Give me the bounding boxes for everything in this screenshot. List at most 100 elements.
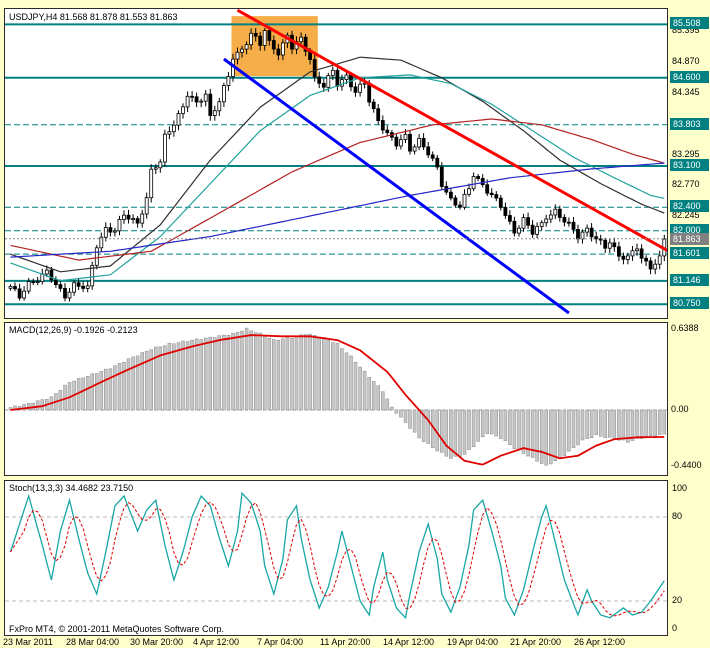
stochastic-indicator-panel[interactable]: Stoch(13,3,3) 34.4682 23.7150 bbox=[4, 480, 668, 636]
macd-bar bbox=[553, 409, 558, 461]
candle-body bbox=[126, 214, 131, 220]
macd-bar bbox=[281, 338, 285, 411]
macd-canvas[interactable] bbox=[5, 323, 667, 475]
macd-bar bbox=[172, 343, 176, 411]
candle-body bbox=[467, 188, 471, 195]
macd-bar bbox=[131, 356, 135, 411]
candle-body bbox=[567, 221, 571, 224]
macd-indicator-panel[interactable]: MACD(12,26,9) -0.1926 -0.2123 bbox=[4, 322, 668, 476]
macd-bar bbox=[222, 334, 226, 411]
candle-body bbox=[589, 227, 594, 238]
macd-bar bbox=[558, 409, 562, 458]
macd-bar bbox=[203, 337, 208, 411]
macd-bar bbox=[417, 409, 421, 439]
macd-bar bbox=[608, 409, 612, 438]
descending-trendline-blue[interactable] bbox=[223, 57, 570, 315]
candle-body bbox=[203, 93, 208, 102]
macd-bar bbox=[617, 409, 621, 441]
price-axis-tick: 82.770 bbox=[672, 179, 700, 189]
candle-body bbox=[244, 44, 249, 50]
ma-slow-darkred bbox=[10, 118, 665, 261]
macd-bar bbox=[244, 327, 249, 411]
time-axis-label: 11 Apr 20:00 bbox=[320, 637, 371, 647]
macd-bar bbox=[421, 409, 426, 442]
descending-trendline-red[interactable] bbox=[236, 9, 668, 253]
candle-body bbox=[480, 177, 485, 185]
macd-bar bbox=[303, 334, 308, 411]
macd-bar bbox=[113, 365, 117, 411]
candle-body bbox=[412, 146, 417, 152]
macd-bar bbox=[117, 362, 122, 411]
macd-bar bbox=[426, 409, 430, 444]
candle-body bbox=[371, 101, 376, 109]
candle-body bbox=[317, 76, 322, 84]
macd-bar bbox=[208, 336, 213, 411]
macd-bar bbox=[585, 409, 589, 439]
stoch-axis-label: 0 bbox=[672, 623, 678, 633]
macd-bar bbox=[408, 409, 412, 429]
stochastic-canvas[interactable] bbox=[5, 481, 667, 635]
macd-bar bbox=[199, 339, 203, 411]
macd-bar bbox=[362, 370, 367, 411]
candle-body bbox=[657, 255, 662, 265]
macd-bar bbox=[163, 345, 167, 411]
candle-body bbox=[544, 218, 549, 224]
macd-bar bbox=[358, 366, 362, 411]
macd-bar bbox=[185, 341, 190, 411]
macd-bar bbox=[90, 373, 94, 411]
price-axis-tick: 84.345 bbox=[672, 87, 700, 97]
candle-body bbox=[439, 166, 444, 187]
candle-body bbox=[430, 154, 435, 159]
price-axis-tick: 84.870 bbox=[672, 56, 700, 66]
macd-bar bbox=[657, 409, 662, 435]
macd-bar bbox=[521, 409, 526, 454]
macd-bar bbox=[35, 400, 40, 411]
price-axis-tick: 85.395 bbox=[672, 25, 700, 35]
macd-bar bbox=[489, 409, 494, 435]
candle-body bbox=[8, 286, 13, 289]
macd-bar bbox=[467, 409, 471, 450]
candle-body bbox=[639, 248, 644, 259]
candle-body bbox=[185, 95, 190, 108]
candle-body bbox=[344, 74, 349, 80]
candle-body bbox=[521, 217, 526, 229]
macd-bar bbox=[312, 335, 317, 411]
candle-body bbox=[190, 95, 195, 98]
candle-body bbox=[276, 48, 281, 56]
candle-body bbox=[503, 206, 508, 216]
candle-body bbox=[76, 282, 81, 287]
candle-body bbox=[253, 32, 258, 37]
macd-bar bbox=[194, 338, 199, 411]
macd-bar bbox=[394, 409, 399, 414]
candle-body bbox=[249, 32, 254, 46]
macd-bar bbox=[571, 409, 576, 448]
ma-verylong-blue bbox=[10, 162, 665, 258]
candle-body bbox=[462, 193, 467, 208]
candle-body bbox=[594, 236, 599, 240]
candle-body bbox=[385, 129, 390, 134]
candle-body bbox=[598, 238, 603, 241]
candle-body bbox=[153, 167, 158, 170]
candle-body bbox=[635, 248, 639, 252]
candle-body bbox=[312, 59, 317, 78]
macd-bar bbox=[290, 338, 294, 411]
price-chart-canvas[interactable] bbox=[5, 9, 667, 318]
price-chart-panel[interactable]: USDJPY,H4 81.568 81.878 81.553 81.863 bbox=[4, 8, 668, 319]
candle-body bbox=[144, 197, 149, 215]
candle-body bbox=[94, 247, 99, 266]
macd-bar bbox=[272, 339, 276, 411]
candle-body bbox=[435, 157, 440, 168]
price-level-label: 80.750 bbox=[670, 297, 709, 309]
macd-bar bbox=[149, 349, 153, 411]
macd-bar bbox=[403, 409, 408, 423]
macd-axis-label: -0.4400 bbox=[671, 460, 702, 470]
macd-bar bbox=[353, 361, 358, 411]
macd-bar bbox=[240, 330, 244, 411]
stoch-main-line bbox=[9, 491, 665, 620]
macd-bar bbox=[262, 336, 267, 411]
candle-body bbox=[653, 263, 658, 270]
candle-body bbox=[199, 100, 204, 103]
macd-bar bbox=[349, 355, 353, 411]
stoch-axis-label: 100 bbox=[672, 483, 688, 493]
